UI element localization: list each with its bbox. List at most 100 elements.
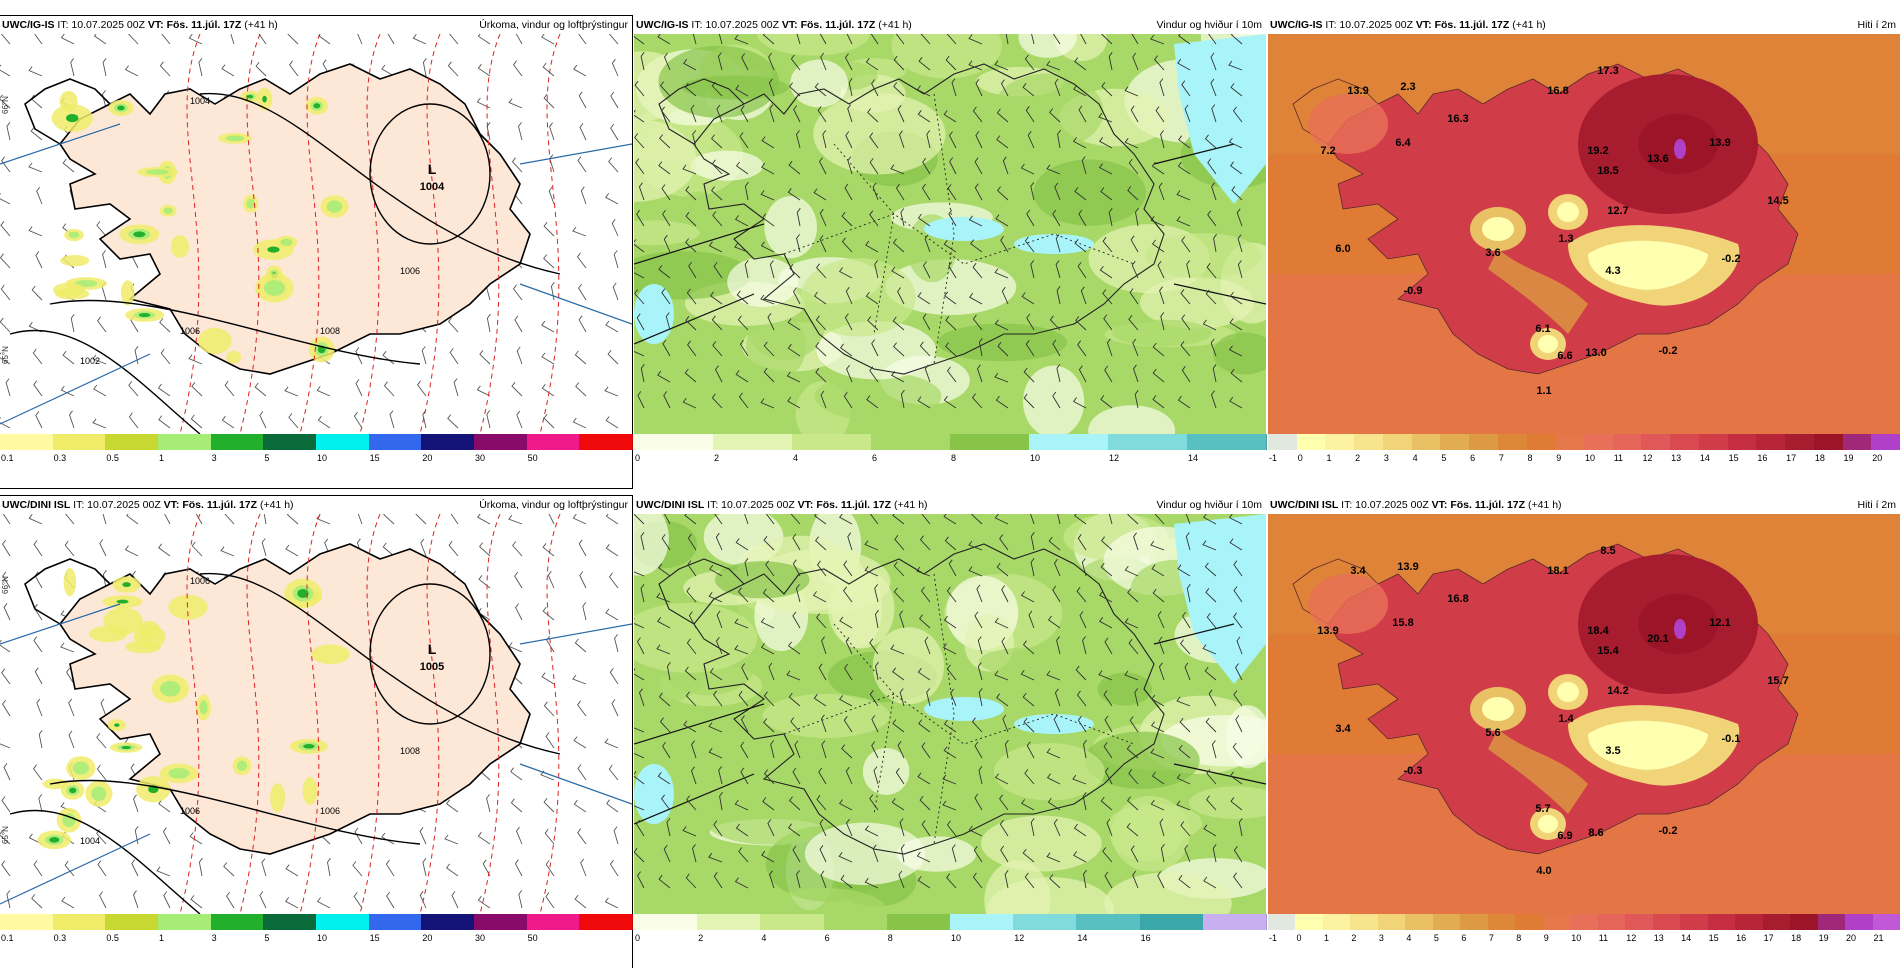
color-scale bbox=[634, 434, 1267, 452]
precip-area bbox=[170, 235, 190, 258]
temperature-label: 18.4 bbox=[1587, 625, 1609, 637]
scale-tick-label: 1 bbox=[159, 933, 165, 943]
precip-area bbox=[59, 90, 78, 112]
model-name: UWC/IG-IS bbox=[1270, 19, 1323, 31]
precip-map: L 1004 1004 1006 1008 1002 1006 66°N 65°N bbox=[0, 34, 632, 434]
panel-header: UWC/IG-IS IT: 10.07.2025 00Z VT: Fös. 11… bbox=[0, 16, 632, 34]
scale-swatch bbox=[474, 914, 528, 930]
scale-swatch bbox=[1296, 434, 1327, 450]
scale-swatch bbox=[316, 914, 370, 930]
scale-tick-label: 6 bbox=[824, 933, 830, 943]
scale-swatch bbox=[1785, 434, 1815, 450]
precip-area bbox=[198, 327, 232, 354]
scale-tick-label: 14 bbox=[1188, 453, 1199, 463]
panel-header: UWC/IG-IS IT: 10.07.2025 00Z VT: Fös. 11… bbox=[634, 16, 1266, 34]
precip-map: L 1005 1006 1008 1006 1004 1006 66°N 65°N bbox=[0, 514, 632, 914]
scale-swatch bbox=[1405, 914, 1434, 930]
scale-swatch bbox=[158, 914, 212, 930]
temperature-label: -0.2 bbox=[1659, 345, 1678, 357]
scale-tick-label: 4 bbox=[1412, 453, 1418, 463]
wind-barbs bbox=[634, 514, 1243, 889]
wind-speed-area bbox=[1188, 786, 1266, 819]
valid-time: VT: Fös. 11.júl. 17Z bbox=[163, 499, 258, 511]
scale-tick-label: 0.1 bbox=[1, 453, 14, 463]
low-pressure-value: 1005 bbox=[420, 661, 444, 673]
scale-tick-label: 1 bbox=[159, 453, 165, 463]
scale-tick-label: 5 bbox=[1441, 453, 1447, 463]
temperature-label: 20.1 bbox=[1647, 633, 1668, 645]
scale-swatch bbox=[1871, 434, 1900, 450]
wind-speed-area bbox=[762, 693, 890, 738]
lead-time: (+41 h) bbox=[878, 19, 912, 31]
init-time: IT: 10.07.2025 00Z bbox=[691, 19, 779, 31]
wind-map bbox=[634, 514, 1266, 914]
scale-swatch bbox=[634, 914, 699, 930]
scale-swatch bbox=[1641, 434, 1672, 450]
scale-tick-label: 4 bbox=[793, 453, 799, 463]
scale-tick-label: 50 bbox=[527, 933, 538, 943]
scale-tick-label: 5 bbox=[264, 453, 270, 463]
scale-swatch bbox=[1350, 914, 1379, 930]
lead-time: (+41 h) bbox=[1527, 499, 1562, 511]
scale-tick-label: 16 bbox=[1140, 933, 1151, 943]
scale-tick-label: 21 bbox=[1873, 933, 1884, 943]
scale-tick-label: 3 bbox=[211, 453, 217, 463]
scale-tick-label: 3 bbox=[1378, 933, 1384, 943]
scale-tick-label: 0.3 bbox=[53, 453, 67, 463]
product-title: Vindur og hviður í 10m bbox=[1156, 499, 1262, 511]
wind-speed-area bbox=[862, 747, 910, 795]
scale-tick-label: 15 bbox=[369, 453, 380, 463]
scale-swatch bbox=[1680, 914, 1709, 930]
precip-area bbox=[133, 624, 166, 649]
scale-swatch bbox=[1698, 434, 1729, 450]
scale-ticks: 0 2 4 6 8 10 12 14 bbox=[634, 452, 1266, 466]
coastline bbox=[693, 63, 1165, 375]
temperature-label: -0.9 bbox=[1404, 285, 1423, 297]
scale-tick-label: 8 bbox=[887, 933, 893, 943]
scale-tick-label: 18 bbox=[1814, 453, 1825, 463]
scale-swatch bbox=[0, 914, 54, 930]
temperature-label: 16.8 bbox=[1447, 593, 1468, 605]
scale-swatch bbox=[823, 914, 888, 930]
scale-tick-label: 8 bbox=[1516, 933, 1522, 943]
scale-swatch bbox=[579, 914, 633, 930]
isobar-label: 1006 bbox=[190, 576, 210, 586]
temperature-label: 2.3 bbox=[1400, 81, 1415, 93]
scale-swatch bbox=[1625, 914, 1654, 930]
color-scale bbox=[0, 434, 633, 452]
scale-tick-label: 14 bbox=[1077, 933, 1088, 943]
scale-swatch bbox=[1727, 434, 1758, 450]
scale-swatch bbox=[1187, 434, 1267, 450]
scale-tick-label: 6 bbox=[1470, 453, 1476, 463]
scale-swatch bbox=[1762, 914, 1792, 930]
scale-tick-label: 15 bbox=[1728, 453, 1739, 463]
temperature-label: -0.2 bbox=[1659, 825, 1678, 837]
scale-tick-label: 10 bbox=[317, 453, 328, 463]
wind-speed-area bbox=[981, 815, 1102, 872]
wind-speed-area bbox=[872, 627, 945, 705]
scale-ticks: 0 2 4 6 8 10 12 14 16 bbox=[634, 932, 1266, 946]
scale-swatch bbox=[1497, 434, 1528, 450]
scale-swatch bbox=[950, 434, 1030, 450]
scale-tick-label: 14 bbox=[1699, 453, 1710, 463]
scale-tick-label: 19 bbox=[1843, 453, 1854, 463]
wind-speed-area bbox=[813, 93, 946, 175]
precip-panel-igis: UWC/IG-IS IT: 10.07.2025 00Z VT: Fös. 11… bbox=[0, 15, 633, 489]
temperature-label: 18.5 bbox=[1597, 165, 1618, 177]
temperature-label: 13.9 bbox=[1347, 85, 1368, 97]
scale-tick-label: 8 bbox=[1527, 453, 1533, 463]
scale-tick-label: 20 bbox=[1846, 933, 1857, 943]
scale-swatch bbox=[1756, 434, 1787, 450]
isobar-label: 1006 bbox=[180, 806, 200, 816]
isobars bbox=[9, 92, 561, 434]
scale-swatch bbox=[368, 434, 423, 450]
scale-tick-label: 0 bbox=[635, 453, 641, 463]
scale-swatch bbox=[1411, 434, 1442, 450]
panel-header: UWC/IG-IS IT: 10.07.2025 00Z VT: Fös. 11… bbox=[1268, 16, 1900, 34]
wind-speed-area bbox=[714, 561, 810, 599]
scale-swatch bbox=[1013, 914, 1078, 930]
region-borders bbox=[783, 93, 1135, 365]
scale-swatch bbox=[316, 434, 370, 450]
scale-swatch bbox=[1735, 914, 1764, 930]
scale-swatch bbox=[1872, 914, 1900, 930]
